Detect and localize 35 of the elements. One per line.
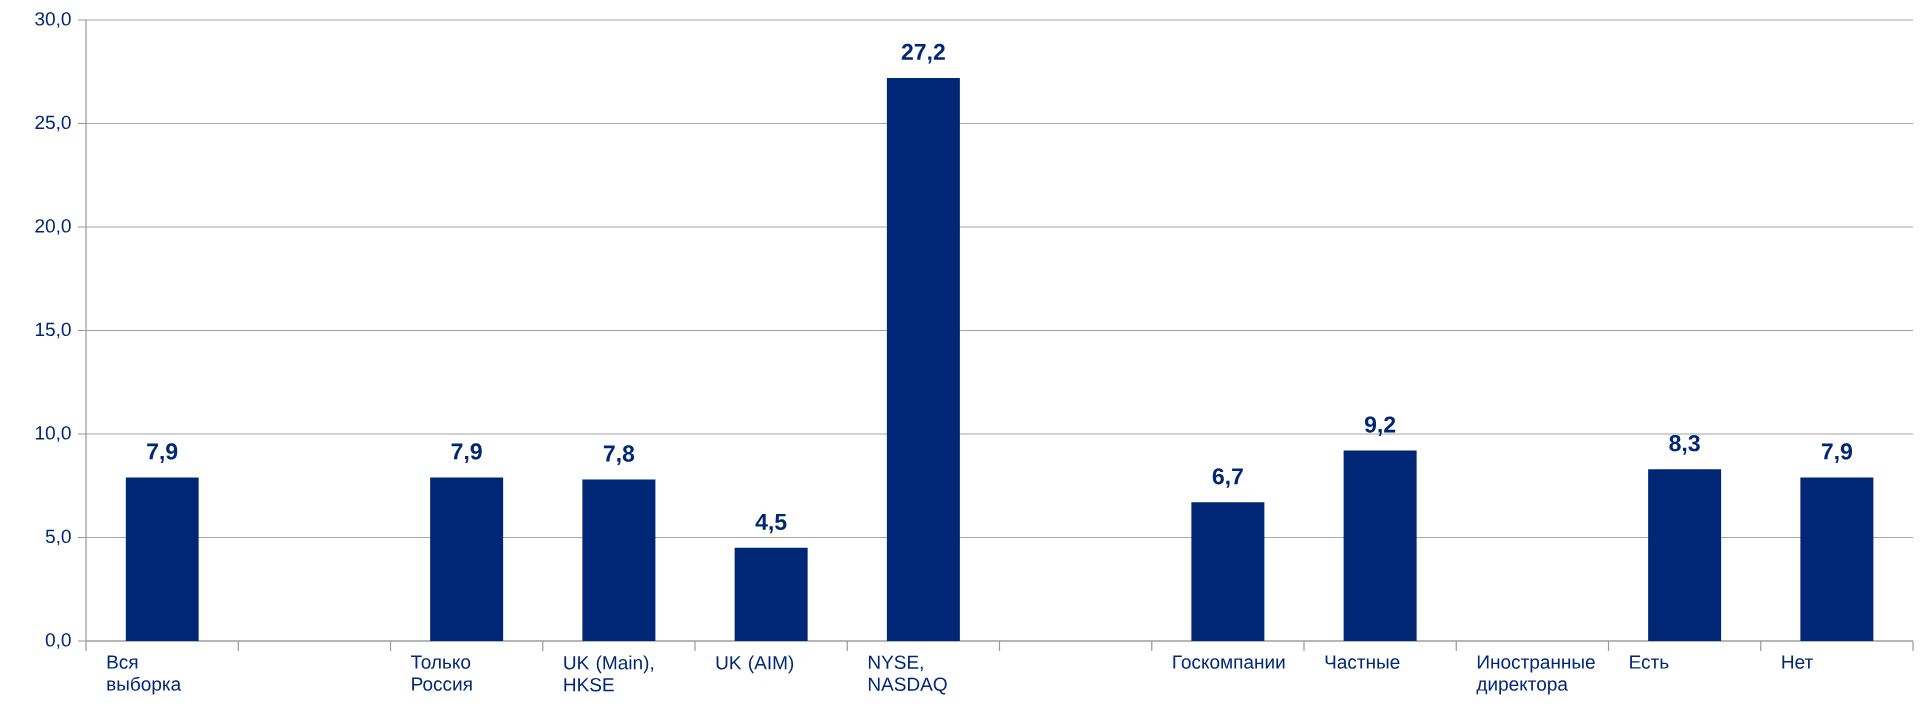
bar xyxy=(430,477,504,641)
data-label: 9,2 xyxy=(1364,416,1396,437)
y-tick-label: 25,0 xyxy=(35,115,71,132)
bar xyxy=(582,479,656,641)
y-tick-label: 5,0 xyxy=(45,529,71,546)
x-tick-label: UK (AIM) xyxy=(716,655,794,674)
x-tick-label: Есть xyxy=(1630,655,1669,669)
x-tick-label: Вся выборка xyxy=(107,655,182,695)
x-tick-label: Иностранные директора xyxy=(1476,655,1595,695)
x-tick-label: NYSE, NASDAQ xyxy=(868,655,947,695)
y-tick-label: 15,0 xyxy=(35,322,71,339)
x-tick-label: UK (Main), HKSE xyxy=(564,655,654,692)
data-label: 7,9 xyxy=(147,443,178,463)
y-tick-label: 10,0 xyxy=(35,426,71,442)
bar xyxy=(1648,469,1722,641)
y-tick-label: 20,0 xyxy=(35,219,71,235)
x-tick-label: Нет xyxy=(1782,655,1813,669)
x-tick-label: Частные xyxy=(1325,655,1400,669)
bar xyxy=(125,477,199,641)
data-label: 7,9 xyxy=(451,443,482,463)
x-tick-label: Госкомпании xyxy=(1173,655,1285,669)
bar xyxy=(734,547,808,641)
bar xyxy=(1343,450,1417,641)
data-label: 4,5 xyxy=(755,513,787,534)
bar xyxy=(886,77,960,641)
data-label: 8,3 xyxy=(1669,435,1700,455)
y-tick-label: 0,0 xyxy=(45,633,71,649)
data-label: 7,8 xyxy=(603,445,635,465)
data-label: 6,7 xyxy=(1212,468,1243,488)
data-label: 27,2 xyxy=(901,43,945,64)
y-tick-label: 30,0 xyxy=(35,12,71,28)
bar xyxy=(1191,502,1265,641)
bar xyxy=(1800,477,1874,641)
x-tick-label: Только Россия xyxy=(411,655,472,691)
data-label: 7,9 xyxy=(1821,443,1852,463)
